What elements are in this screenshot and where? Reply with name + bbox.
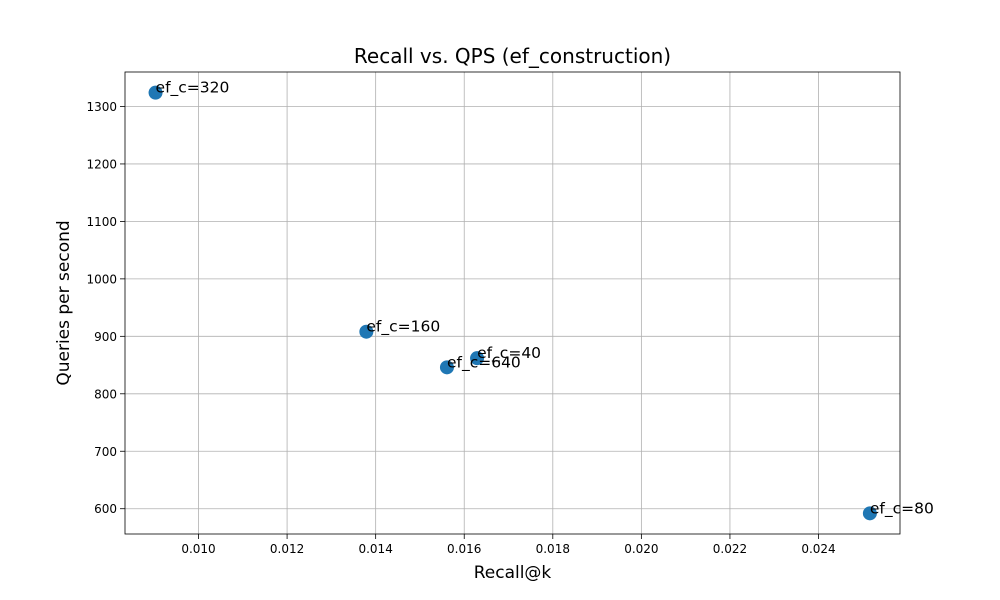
- plot-area-frame: [124, 71, 901, 535]
- x-tick-label: 0.024: [801, 542, 835, 556]
- y-tick-label: 900: [94, 330, 117, 344]
- data-point: [439, 360, 454, 375]
- chart-title: Recall vs. QPS (ef_construction): [354, 44, 671, 68]
- point-label: ef_c=40: [477, 344, 541, 363]
- x-tick-label: 0.022: [713, 542, 747, 556]
- x-tick-label: 0.020: [624, 542, 658, 556]
- x-tick-label: 0.014: [358, 542, 392, 556]
- axis-ticks: 0.010 0.012 0.014 0.016 0.018 0.020 0.022 0.024…: [86, 100, 835, 556]
- point-label: ef_c=640: [447, 353, 521, 372]
- data-point: [862, 506, 877, 521]
- x-tick-label: 0.012: [270, 542, 304, 556]
- data-point: [148, 85, 163, 100]
- y-tick-label: 600: [94, 502, 117, 516]
- y-tick-label: 1300: [86, 100, 117, 114]
- point-label: ef_c=80: [870, 499, 934, 518]
- x-tick-label: 0.010: [181, 542, 215, 556]
- point-label: ef_c=320: [156, 79, 230, 98]
- point-label: ef_c=160: [366, 318, 440, 337]
- y-tick-label: 1000: [86, 272, 117, 286]
- y-tick-label: 800: [94, 387, 117, 401]
- grid: [125, 72, 900, 534]
- y-tick-label: 1100: [86, 215, 117, 229]
- x-tick-label: 0.016: [447, 542, 481, 556]
- data-point: [359, 324, 374, 339]
- y-tick-label: 1200: [86, 157, 117, 171]
- y-tick-label: 700: [94, 445, 117, 459]
- y-axis-title: Queries per second: [54, 220, 74, 385]
- x-axis-title: Recall@k: [474, 563, 552, 583]
- data-point: [470, 351, 485, 366]
- x-tick-label: 0.018: [536, 542, 570, 556]
